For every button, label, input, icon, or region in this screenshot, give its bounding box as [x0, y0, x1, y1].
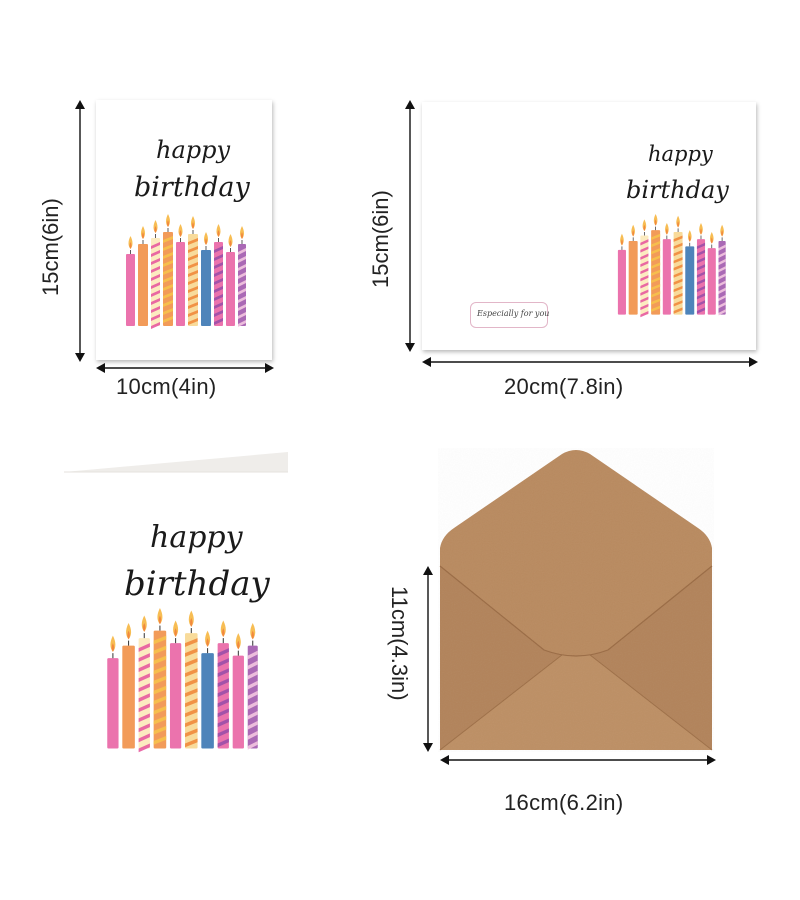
card-text-happy: happy: [156, 136, 231, 164]
candle: [707, 231, 716, 315]
width-arrow: [440, 755, 716, 765]
especially-tag: Especially for you: [470, 302, 549, 328]
card-text-birthday: birthday: [134, 172, 250, 203]
candle: [247, 623, 258, 750]
candle: [696, 222, 706, 315]
candles-illustration: [107, 608, 258, 753]
candle: [238, 226, 246, 327]
candle: [685, 230, 695, 315]
width-label: 16cm(6.2in): [504, 790, 624, 815]
candle: [651, 214, 661, 315]
panel-single-card: 15cm(6in) happy birthday 10cm(4in): [0, 0, 400, 420]
height-label: 15cm(6in): [368, 190, 393, 288]
card-text-happy: happy: [150, 520, 243, 555]
candle: [138, 615, 150, 753]
height-arrow: [405, 100, 415, 352]
candle: [188, 216, 198, 326]
card-front: happy birthday: [96, 100, 272, 360]
height-label: 11cm(4.3in): [387, 586, 412, 701]
candle: [226, 234, 235, 326]
candle: [640, 219, 649, 318]
candles-illustration: [126, 214, 246, 329]
card-text-birthday: birthday: [124, 564, 270, 604]
card-text-happy: happy: [648, 142, 713, 166]
candle: [628, 224, 638, 315]
candles-illustration: [617, 214, 726, 318]
card-text-birthday: birthday: [626, 176, 729, 204]
width-label: 10cm(4in): [116, 374, 217, 399]
candle: [232, 633, 244, 749]
height-arrow: [75, 100, 85, 362]
height-arrow: [423, 566, 433, 752]
candle: [122, 623, 135, 749]
candle: [617, 233, 626, 315]
width-arrow: [96, 363, 274, 373]
candle: [201, 630, 214, 749]
candle: [169, 620, 182, 749]
panel-card-standing: happy birthday: [0, 440, 400, 840]
candle: [126, 236, 135, 326]
candle: [176, 224, 185, 326]
panel-envelope: 11cm(4.3in) 16cm(6.2in): [387, 440, 800, 840]
candle: [107, 635, 119, 749]
card-unfolded: happy birthday Especially for you: [422, 102, 756, 350]
panel-unfolded-card: 15cm(6in) happy birthday Especially for …: [368, 0, 800, 420]
candle: [662, 222, 671, 315]
candle: [153, 608, 167, 749]
height-label: 15cm(6in): [38, 198, 63, 296]
candle: [163, 214, 173, 326]
envelope: [438, 448, 714, 752]
width-arrow: [422, 357, 758, 367]
width-label: 20cm(7.8in): [504, 374, 624, 399]
candle: [201, 232, 211, 326]
candle: [151, 220, 160, 329]
candle: [718, 224, 726, 316]
candle: [673, 215, 683, 315]
candle: [214, 224, 223, 326]
candle: [185, 610, 198, 749]
candle: [138, 226, 148, 326]
candle: [217, 620, 229, 749]
card-top-edge: [64, 452, 288, 473]
